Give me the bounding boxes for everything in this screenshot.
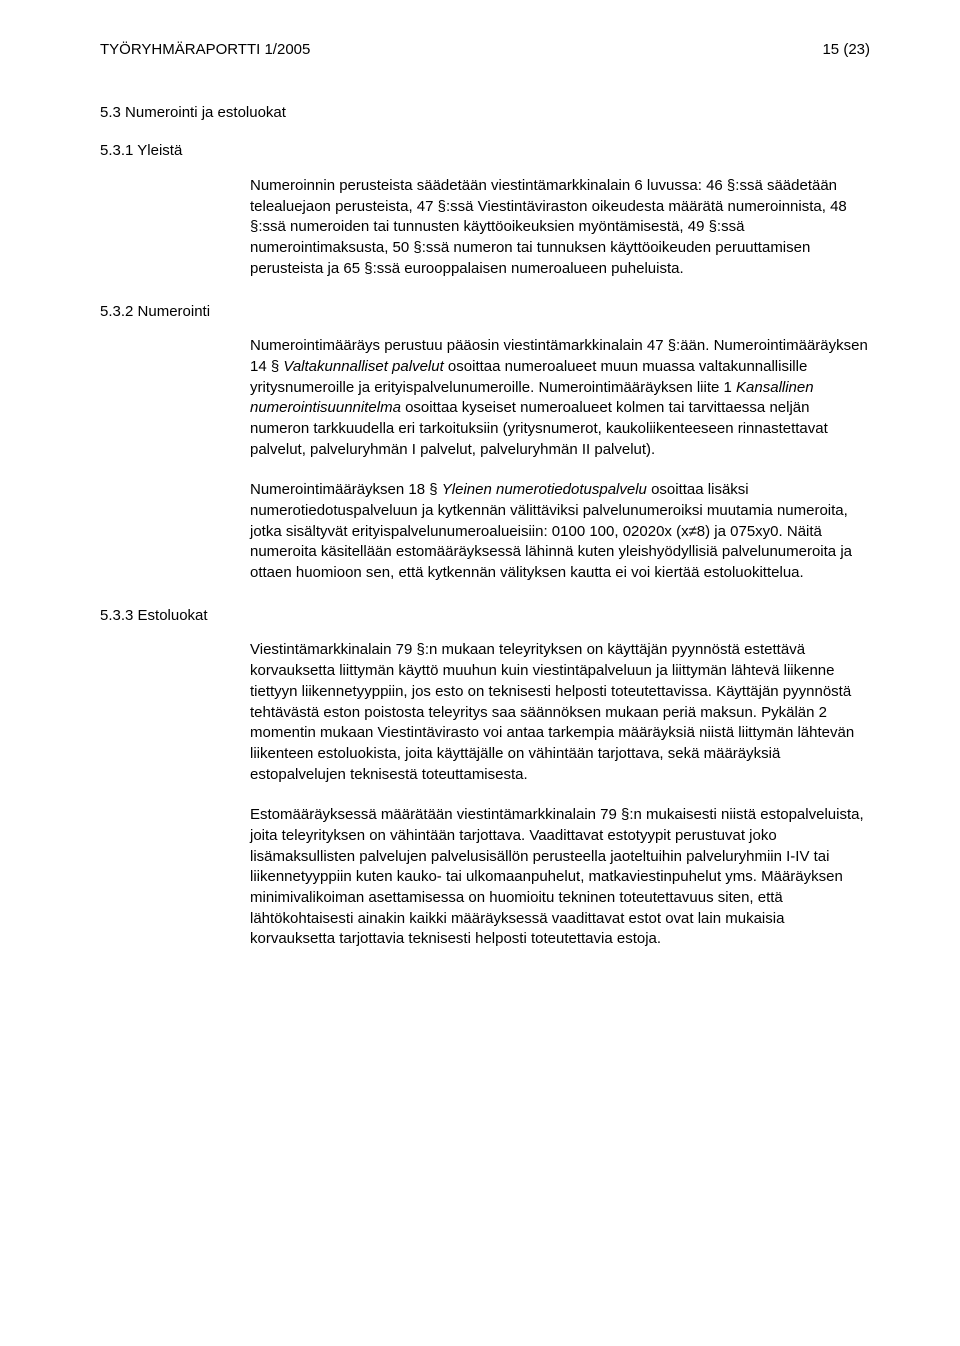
para-5-3-2-2: Numerointimääräyksen 18 § Yleinen numero… xyxy=(250,480,870,583)
heading-5-3-3: 5.3.3 Estoluokat xyxy=(100,606,870,627)
heading-5-3: 5.3 Numerointi ja estoluokat xyxy=(100,103,870,124)
italic-text: Valtakunnalliset palvelut xyxy=(283,358,443,375)
body-5-3-3: Viestintämarkkinalain 79 §:n mukaan tele… xyxy=(250,640,870,950)
italic-text: Yleinen numerotiedotuspalvelu xyxy=(442,481,647,498)
heading-5-3-2: 5.3.2 Numerointi xyxy=(100,302,870,323)
body-5-3-2: Numerointimääräys perustuu pääosin viest… xyxy=(250,336,870,584)
page-header: TYÖRYHMÄRAPORTTI 1/2005 15 (23) xyxy=(100,40,870,61)
header-left: TYÖRYHMÄRAPORTTI 1/2005 xyxy=(100,40,310,61)
body-5-3-1: Numeroinnin perusteista säädetään viesti… xyxy=(250,176,870,279)
para-5-3-3-2: Estomääräyksessä määrätään viestintämark… xyxy=(250,805,870,950)
heading-5-3-1: 5.3.1 Yleistä xyxy=(100,141,870,162)
page: TYÖRYHMÄRAPORTTI 1/2005 15 (23) 5.3 Nume… xyxy=(0,0,960,1346)
para-5-3-3-1: Viestintämarkkinalain 79 §:n mukaan tele… xyxy=(250,640,870,785)
header-right: 15 (23) xyxy=(822,40,870,61)
para-5-3-1-1: Numeroinnin perusteista säädetään viesti… xyxy=(250,176,870,279)
text-run: Numerointimääräyksen 18 § xyxy=(250,481,442,498)
para-5-3-2-1: Numerointimääräys perustuu pääosin viest… xyxy=(250,336,870,460)
